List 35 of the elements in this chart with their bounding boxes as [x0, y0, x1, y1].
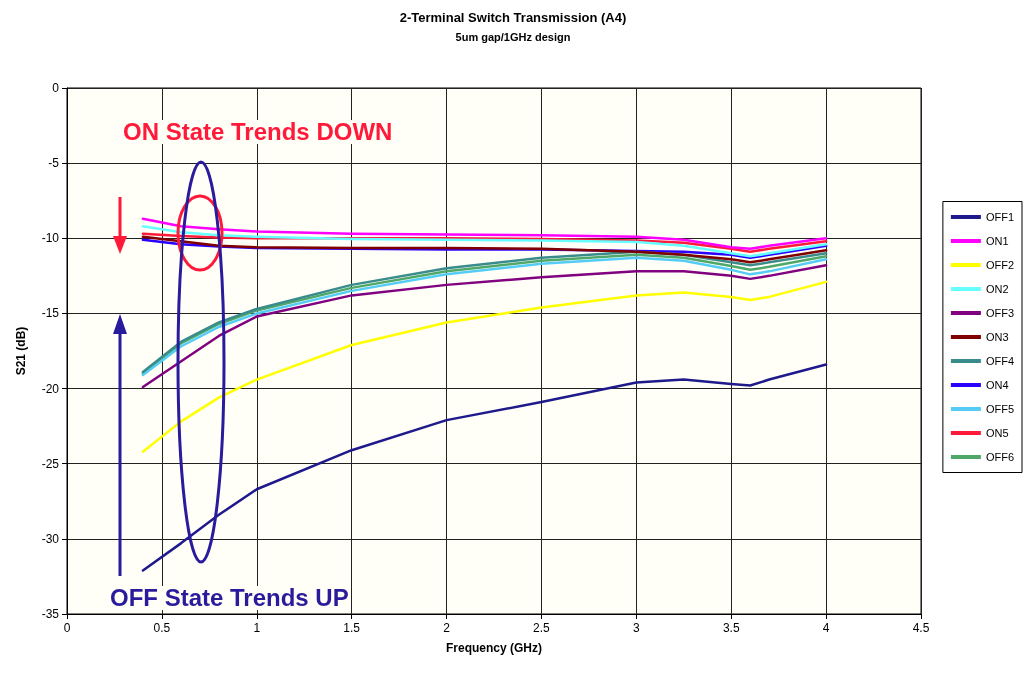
legend-label: ON2 — [985, 283, 1009, 295]
chart-title: 2-Terminal Switch Transmission (A4) — [399, 10, 627, 25]
x-tick-label: 1 — [253, 621, 261, 635]
y-axis-title: S21 (dB) — [14, 326, 28, 376]
legend-label: ON3 — [985, 331, 1009, 343]
legend-label: ON4 — [985, 379, 1009, 391]
y-tick-label: -20 — [41, 381, 60, 396]
x-axis-title: Frequency (GHz) — [445, 641, 543, 655]
x-tick-label: 3.5 — [722, 621, 740, 635]
chart-subtitle: 5um gap/1GHz design — [455, 30, 571, 43]
legend-label: OFF2 — [985, 259, 1015, 271]
x-tick-label: 2.5 — [533, 621, 551, 635]
y-tick-label: -35 — [41, 607, 60, 621]
y-tick-label: -30 — [41, 531, 60, 546]
y-tick-label: -10 — [41, 231, 60, 246]
y-tick-label: -15 — [41, 306, 60, 321]
legend-label: OFF5 — [985, 403, 1015, 415]
legend-label: OFF4 — [985, 355, 1015, 367]
legend-label: ON5 — [985, 427, 1009, 439]
legend-label: OFF3 — [985, 307, 1015, 319]
x-tick-label: 2 — [443, 621, 451, 635]
x-tick-label: 0.5 — [153, 621, 171, 635]
y-tick-label: 0 — [52, 81, 60, 95]
legend-label: OFF1 — [985, 211, 1015, 223]
y-tick-label: -25 — [41, 456, 60, 471]
y-tick-label: -5 — [48, 156, 60, 171]
legend-label: OFF6 — [985, 451, 1015, 463]
legend-label: ON1 — [985, 235, 1009, 247]
x-tick-label: 4.5 — [912, 621, 930, 635]
x-tick-label: 1.5 — [343, 621, 361, 635]
annotation: ON State Trends DOWN — [123, 118, 393, 145]
x-tick-label: 4 — [822, 621, 830, 635]
x-tick-label: 0 — [63, 621, 71, 635]
x-tick-label: 3 — [632, 621, 640, 635]
annotation: OFF State Trends UP — [110, 584, 349, 611]
